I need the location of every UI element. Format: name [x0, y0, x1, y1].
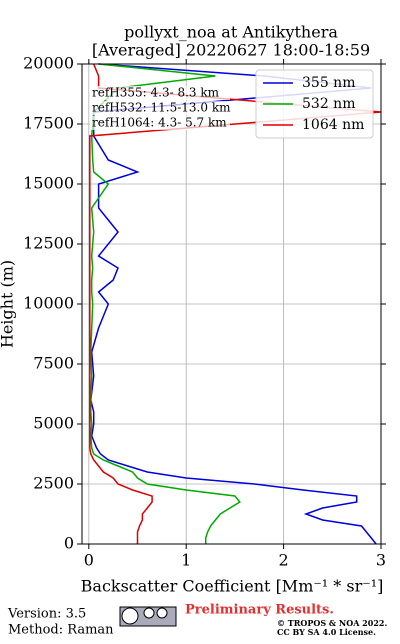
legend-label: 532 nm — [302, 96, 355, 112]
x-tick-label: 1 — [181, 551, 191, 570]
copyright: © TROPOS & NOA 2022. — [277, 618, 387, 628]
y-tick-label: 17500 — [23, 114, 74, 133]
version: Version: 3.5 — [7, 607, 86, 622]
cc-logo — [119, 606, 177, 627]
y-tick-label: 20000 — [23, 54, 74, 73]
y-axis-label: Height (m) — [0, 260, 17, 348]
x-tick-label: 2 — [279, 551, 289, 570]
legend-label: 355 nm — [302, 75, 355, 91]
legend-frame — [255, 69, 374, 139]
y-tick-label: 2500 — [33, 474, 74, 493]
legend-label: 1064 nm — [302, 117, 364, 133]
notice: Preliminary Results. — [185, 603, 334, 618]
x-tick-label: 0 — [84, 551, 94, 570]
annotation-bg — [90, 86, 230, 100]
annotation: refH532: 11.5-13.0 km — [92, 101, 231, 115]
y-tick-label: 0 — [64, 534, 74, 553]
chart-title: pollyxt_noa at Antikythera — [124, 23, 338, 42]
annotation: refH1064: 4.3- 5.7 km — [92, 116, 227, 130]
license: CC BY SA 4.0 License. — [277, 627, 376, 637]
legend: 355 nm 532 nm 1064 nm — [255, 69, 374, 139]
annotation-bg — [90, 116, 230, 130]
plot-frame — [81, 63, 382, 545]
y-tick-label: 7500 — [33, 354, 74, 373]
annotation: refH355: 4.3- 8.3 km — [92, 86, 220, 100]
x-axis-label: Backscatter Coefficient [Mm⁻¹ * sr⁻¹] — [81, 577, 384, 596]
y-tick-label: 12500 — [23, 234, 74, 253]
annotation-bg — [90, 101, 230, 115]
profile-line — [90, 63, 377, 545]
profile-line — [89, 63, 382, 544]
y-tick-label: 10000 — [23, 294, 74, 313]
x-tick-label: 3 — [376, 551, 386, 570]
method: Method: Raman — [8, 623, 114, 638]
chart-subtitle: [Averaged] 20220627 18:00-18:59 — [92, 41, 370, 60]
profile-line — [90, 63, 241, 544]
y-tick-label: 15000 — [23, 174, 74, 193]
y-tick-label: 5000 — [33, 414, 74, 433]
